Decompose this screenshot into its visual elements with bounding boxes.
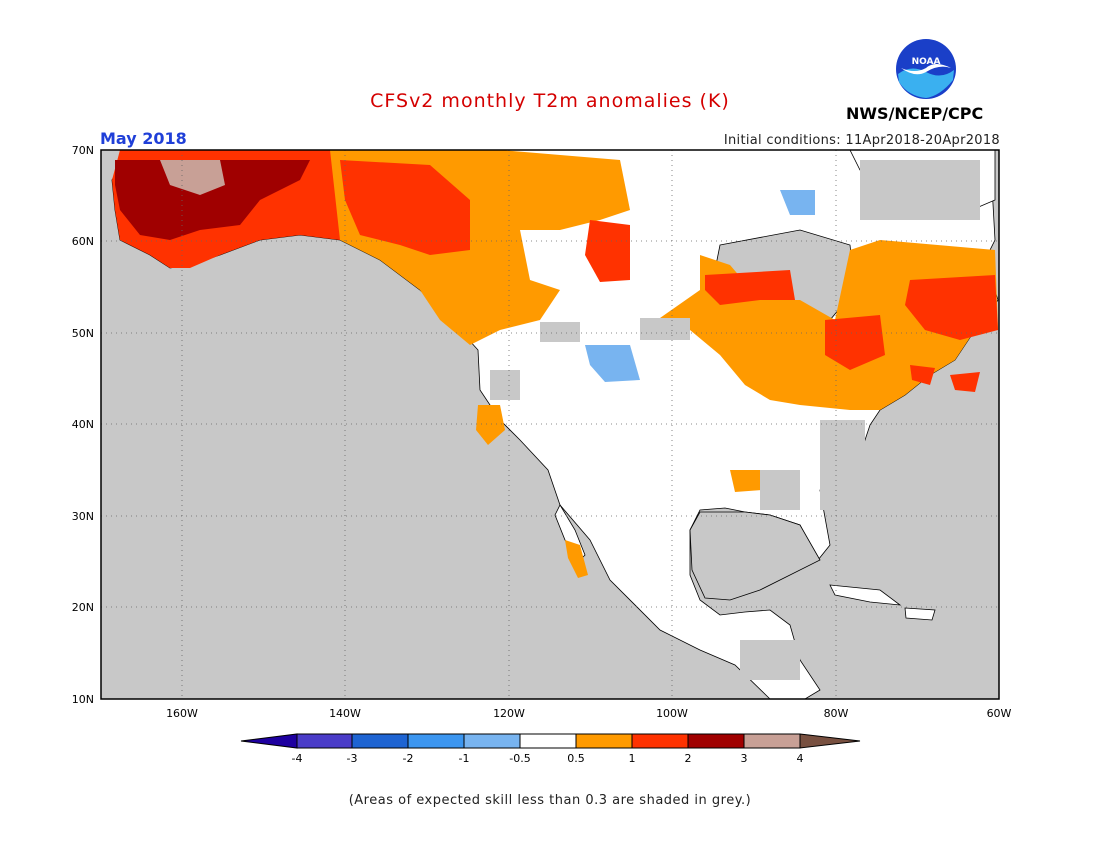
lat-label: 60N <box>72 235 94 248</box>
colorbar-tick: 4 <box>797 752 804 765</box>
colorbar-seg <box>799 733 861 749</box>
colorbar-labels: -4 -3 -2 -1 -0.5 0.5 1 2 3 4 <box>292 752 804 765</box>
lon-label: 120W <box>493 707 525 720</box>
colorbar-tick: -1 <box>459 752 470 765</box>
anomaly-alaska-brown <box>160 160 225 195</box>
longitude-labels: 160W 140W 120W 100W 80W 60W <box>166 707 1011 720</box>
lat-label: 30N <box>72 510 94 523</box>
anomaly-ontario-red <box>705 270 795 305</box>
valid-month-label: May 2018 <box>100 129 187 148</box>
latitude-labels: 70N 60N 50N 40N 30N 20N 10N <box>72 144 94 706</box>
colorbar-tick: 3 <box>741 752 748 765</box>
colorbar-tick: 1 <box>629 752 636 765</box>
colorbar-seg <box>687 733 745 749</box>
colorbar <box>240 733 861 749</box>
lat-label: 40N <box>72 418 94 431</box>
anomaly-bc-warm <box>500 150 630 230</box>
lat-label: 70N <box>72 144 94 157</box>
anomaly-montana-cool <box>585 345 640 382</box>
noaa-logo-icon: NOAA <box>896 39 956 99</box>
anomaly-nwt-red <box>585 220 630 282</box>
colorbar-seg <box>519 733 577 749</box>
colorbar-tick: -2 <box>403 752 414 765</box>
gulf-of-mexico <box>689 511 821 601</box>
anomaly-alaska-west-dark <box>115 160 310 240</box>
anomaly-novascotia-red <box>950 372 980 392</box>
lon-label: 140W <box>329 707 361 720</box>
lon-label: 60W <box>987 707 1012 720</box>
lon-label: 160W <box>166 707 198 720</box>
colorbar-seg <box>351 733 409 749</box>
colorbar-tick: 0.5 <box>567 752 585 765</box>
anomaly-california-warm <box>476 405 505 445</box>
footnote: (Areas of expected skill less than 0.3 a… <box>348 793 752 808</box>
colorbar-seg <box>631 733 689 749</box>
hispaniola-land <box>904 607 936 621</box>
lon-label: 80W <box>824 707 849 720</box>
colorbar-seg <box>743 733 801 749</box>
colorbar-tick: -3 <box>347 752 358 765</box>
cuba-land <box>829 584 902 606</box>
colorbar-seg <box>296 733 353 749</box>
anomaly-quebec-warm <box>905 275 998 340</box>
lat-label: 10N <box>72 693 94 706</box>
colorbar-seg <box>407 733 465 749</box>
anomaly-baja-warm <box>565 540 588 578</box>
map-frame <box>100 149 1000 700</box>
lon-label: 100W <box>656 707 688 720</box>
colorbar-tick: -0.5 <box>509 752 530 765</box>
initial-conditions-label: Initial conditions: 11Apr2018-20Apr2018 <box>723 133 1000 148</box>
lat-label: 50N <box>72 327 94 340</box>
lat-label: 20N <box>72 601 94 614</box>
low-skill-patches <box>490 160 980 680</box>
anomaly-newengland-red <box>910 365 935 385</box>
anomaly-labrador-cool <box>780 190 815 215</box>
anomaly-shading <box>112 150 998 578</box>
colorbar-tick: 2 <box>685 752 692 765</box>
colorbar-seg <box>240 733 298 749</box>
anomaly-yukon-red <box>340 160 470 255</box>
chart-title: CFSv2 monthly T2m anomalies (K) <box>370 90 730 112</box>
colorbar-seg <box>575 733 633 749</box>
colorbar-seg <box>463 733 521 749</box>
colorbar-tick: -4 <box>292 752 303 765</box>
logo-text: NOAA <box>912 57 941 67</box>
organization-label: NWS/NCEP/CPC <box>846 104 984 123</box>
anomaly-mississippi-warm <box>730 470 762 492</box>
anomaly-stlawrence-red <box>825 315 885 370</box>
